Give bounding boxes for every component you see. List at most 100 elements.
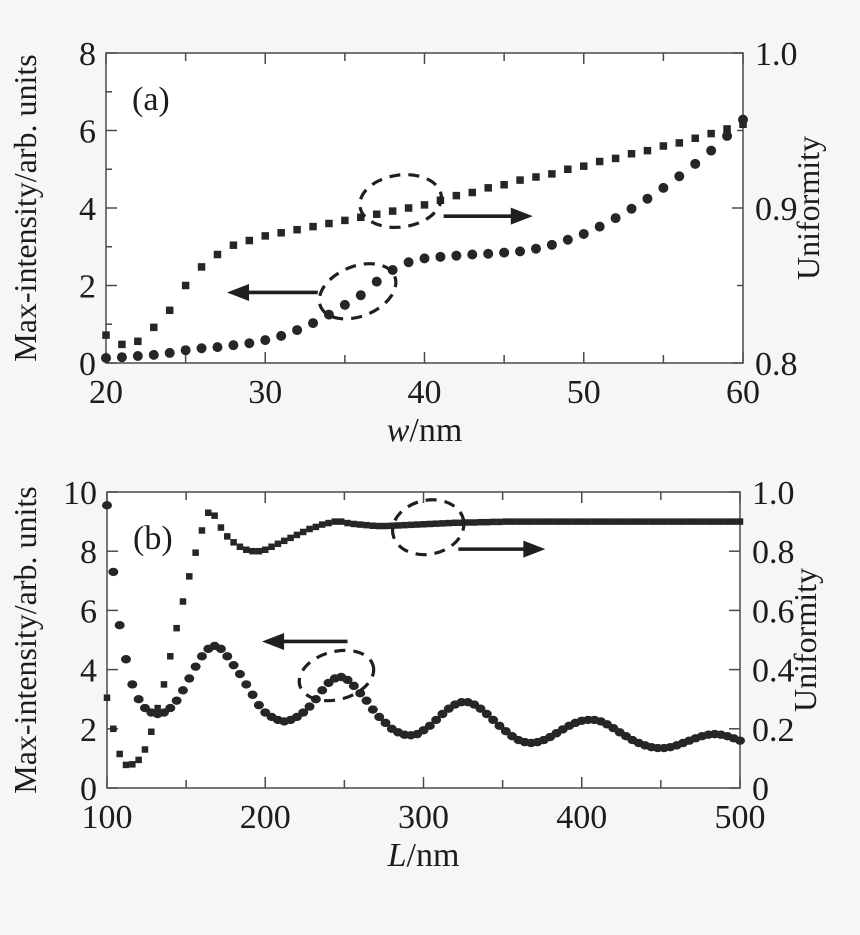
- circle-marker: [323, 309, 334, 320]
- square-marker: [129, 761, 136, 768]
- square-marker: [489, 518, 497, 526]
- square-marker: [500, 181, 508, 189]
- square-marker: [432, 520, 440, 527]
- circle-marker: [483, 248, 494, 259]
- circle-marker: [738, 114, 748, 125]
- circle-marker: [424, 721, 435, 731]
- y-left-tick-label: 4: [80, 653, 97, 690]
- square-marker: [236, 543, 244, 551]
- square-marker: [277, 229, 285, 237]
- square-marker: [532, 173, 540, 181]
- circle-marker: [355, 689, 366, 698]
- square-marker: [616, 518, 623, 525]
- y-left-tick-label: 10: [63, 475, 97, 512]
- circle-marker: [108, 567, 119, 577]
- circle-marker: [488, 715, 499, 725]
- circle-marker: [690, 158, 701, 169]
- circle-marker: [116, 352, 127, 363]
- square-marker: [287, 534, 294, 542]
- square-marker: [344, 519, 351, 527]
- circle-marker: [132, 351, 143, 362]
- square-marker: [293, 225, 301, 234]
- square-marker: [150, 323, 158, 332]
- square-marker: [553, 518, 560, 525]
- square-marker: [643, 146, 652, 155]
- y-right-tick-label: 1.0: [755, 36, 798, 73]
- circle-marker: [234, 669, 245, 679]
- square-marker: [217, 524, 225, 531]
- x-tick-label: 50: [567, 374, 601, 411]
- square-marker: [648, 518, 655, 525]
- circle-marker: [317, 686, 328, 695]
- square-marker: [261, 232, 269, 240]
- square-marker: [404, 204, 413, 212]
- square-marker: [363, 521, 370, 529]
- y-right-tick-label: 0.4: [752, 653, 795, 690]
- y-left-tick-label: 8: [80, 534, 97, 571]
- circle-marker: [196, 652, 207, 661]
- x-tick-label: 60: [726, 374, 760, 411]
- square-marker: [372, 210, 381, 218]
- y-right-tick-label: 0.8: [755, 346, 798, 383]
- square-marker: [452, 191, 461, 200]
- circle-marker: [374, 712, 385, 722]
- series-max-intensity-a: [101, 114, 748, 363]
- circle-marker: [212, 342, 223, 353]
- y-right-tick-label: 0.8: [752, 534, 795, 571]
- square-marker: [268, 543, 275, 551]
- square-marker: [565, 518, 573, 525]
- square-marker: [280, 537, 288, 545]
- square-marker: [629, 518, 636, 525]
- x-axis-label-b: L/nm: [387, 837, 460, 874]
- x-tick-label: 30: [248, 374, 282, 411]
- square-marker: [102, 331, 110, 339]
- series-uniformity-b: [103, 509, 744, 769]
- y-left-tick-label: 0: [79, 346, 96, 383]
- square-marker: [110, 725, 117, 733]
- square-marker: [484, 184, 492, 192]
- square-marker: [230, 539, 237, 546]
- square-marker: [673, 518, 680, 525]
- circle-marker: [494, 721, 505, 731]
- circle-marker: [371, 276, 382, 287]
- square-marker: [388, 522, 396, 529]
- square-marker: [679, 518, 687, 525]
- circle-marker: [481, 709, 492, 719]
- square-marker: [508, 518, 516, 525]
- annotation-ellipse-max-intensity-series: [297, 648, 376, 703]
- circle-marker: [304, 702, 315, 711]
- square-marker: [723, 125, 731, 133]
- square-marker: [413, 521, 421, 528]
- square-marker: [578, 518, 585, 525]
- circle-marker: [594, 221, 605, 232]
- square-marker: [458, 519, 465, 527]
- square-marker: [736, 518, 744, 525]
- square-marker: [255, 547, 263, 555]
- y-left-tick-label: 0: [80, 771, 97, 808]
- square-marker: [211, 512, 218, 519]
- y-left-tick-label: 2: [79, 269, 96, 306]
- circle-marker: [546, 239, 557, 250]
- circle-marker: [253, 700, 264, 710]
- circle-marker: [355, 290, 366, 301]
- circle-marker: [308, 318, 319, 329]
- annotation-arrow-to-right-axis: [443, 207, 533, 225]
- series-max-intensity-b: [102, 501, 745, 753]
- y-right-tick-label: 0.9: [755, 191, 798, 228]
- circle-marker: [247, 690, 258, 699]
- square-marker: [724, 518, 731, 525]
- square-marker: [610, 518, 617, 525]
- square-marker: [675, 139, 684, 147]
- square-marker: [698, 518, 706, 525]
- square-marker: [659, 142, 668, 150]
- annotation-ellipse-uniformity-series: [390, 498, 466, 557]
- square-marker: [245, 236, 254, 245]
- circle-marker: [102, 501, 112, 510]
- y-right-tick-label: 0: [752, 771, 769, 808]
- square-marker: [394, 522, 402, 529]
- circle-marker: [171, 696, 182, 705]
- series-uniformity-a: [102, 120, 747, 349]
- circle-marker: [260, 335, 271, 346]
- square-marker: [707, 129, 715, 138]
